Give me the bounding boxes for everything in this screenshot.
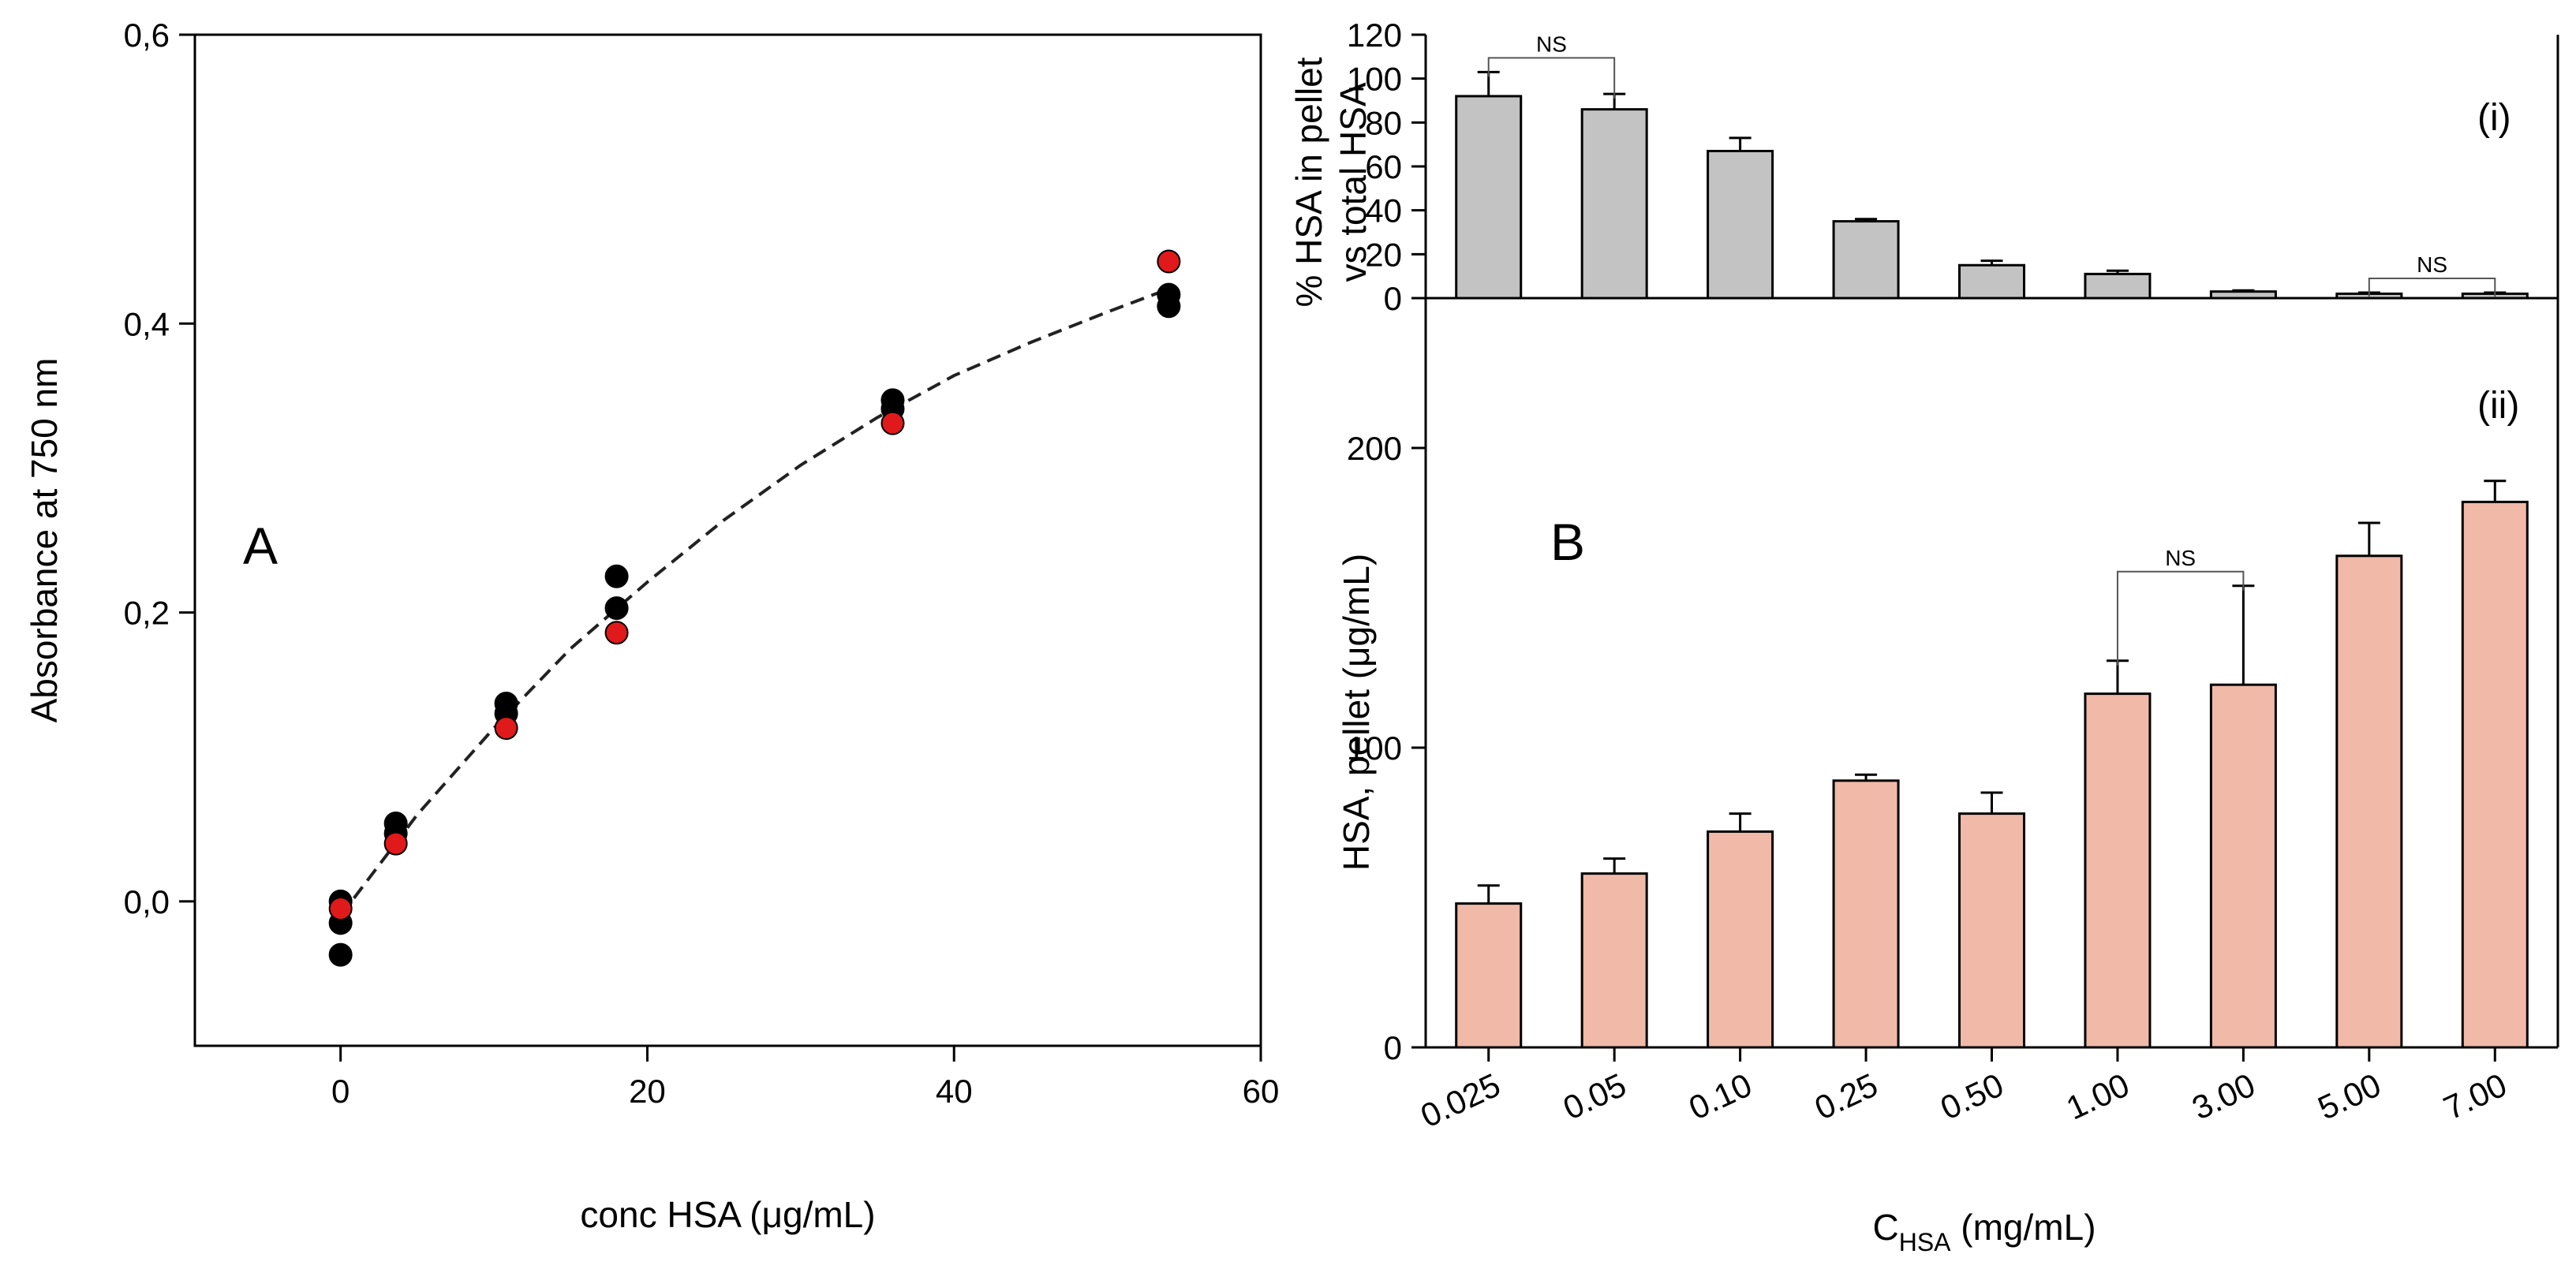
b-ii-ns-label: NS <box>2165 546 2196 570</box>
b-i-ns-bracket <box>2368 278 2496 298</box>
b-i-y-axis-label-line: vs total HSA <box>1333 82 1374 282</box>
panel-a-scatter: 0 20 40 60 0,0 0,2 0,4 0,6 conc HSA (μg/mL) Absor… <box>24 17 1279 1235</box>
panel-tag-i: (i) <box>2477 97 2511 139</box>
b-ii-bar <box>1455 902 1523 1049</box>
b-ii-x-tick-label: 3.00 <box>2186 1066 2260 1127</box>
b-i-bar <box>1707 150 1774 300</box>
b-ii-ns-bracket <box>2116 570 2245 666</box>
b-ii-bar <box>1958 812 2025 1049</box>
b-ii-bar <box>1832 779 1900 1049</box>
b-ii-bar <box>2209 683 2277 1049</box>
b-i-y-axis-label-line: % HSA in pellet <box>1288 57 1329 307</box>
x-label-unit: (mg/mL) <box>1951 1207 2096 1248</box>
data-point-red <box>1157 249 1181 274</box>
x-tick-label: 40 <box>936 1073 973 1110</box>
y-axis-label: Absorbance at 750 nm <box>24 358 65 723</box>
x-label-subscript: HSA <box>1899 1228 1951 1256</box>
panel-label-b: B <box>1550 513 1585 571</box>
b-ii-x-tick-label: 0.25 <box>1809 1066 1883 1127</box>
b-ii-y-axis-label: HSA, pellet (μg/mL) <box>1336 554 1377 871</box>
b-i-bar <box>1580 108 1648 300</box>
data-point-black <box>604 564 629 588</box>
b-ii-bar <box>1580 872 1648 1049</box>
x-label-main: C <box>1872 1207 1898 1248</box>
b-ii-y-tick-label: 100 <box>1347 730 1402 767</box>
b-i-bar <box>2209 290 2277 300</box>
b-ii-y-tick-label: 200 <box>1347 430 1402 467</box>
y-tick-label: 0,2 <box>124 595 170 632</box>
b-ii-x-tick-label: 5.00 <box>2312 1066 2387 1127</box>
b-i-y-tick-label: 20 <box>1365 236 1402 273</box>
b-i-bar <box>1455 95 1523 300</box>
b-i-bar <box>1958 263 2025 300</box>
data-point-black <box>328 942 353 967</box>
b-i-y-tick-label: 120 <box>1347 17 1402 54</box>
b-i-y-tick-label: 0 <box>1384 280 1402 317</box>
x-axis-label: conc HSA (μg/mL) <box>580 1194 875 1235</box>
b-i-ns-label: NS <box>1536 32 1567 56</box>
data-point-red <box>604 621 629 645</box>
y-tick-label: 0,0 <box>124 883 170 920</box>
x-tick-label: 20 <box>629 1073 666 1110</box>
b-ii-x-tick-label: 1.00 <box>2061 1066 2135 1127</box>
x-tick-label: 60 <box>1243 1073 1280 1110</box>
y-tick-label: 0,6 <box>124 17 170 54</box>
b-ii-x-axis-label: CHSA (mg/mL) <box>1872 1207 2096 1256</box>
plot-frame-a <box>193 33 1262 1047</box>
b-i-y-tick-label: 100 <box>1347 61 1402 98</box>
data-point-red <box>328 897 353 921</box>
b-i-y-tick-label: 40 <box>1365 192 1402 230</box>
panel-b-i-bar-chart: 0 20 40 60 80 100 120 NS NS (i) % HSA in pelletvs … <box>1288 17 2559 317</box>
b-ii-x-tick-label: 0.10 <box>1683 1066 1757 1127</box>
data-point-red <box>880 411 905 435</box>
data-point-black <box>604 596 629 621</box>
b-i-bar <box>1832 220 1900 300</box>
b-ii-x-tick-label: 0.05 <box>1557 1066 1632 1127</box>
data-point-black <box>1157 294 1181 319</box>
b-i-ns-label: NS <box>2417 252 2447 277</box>
b-i-ns-bracket <box>1487 57 1616 99</box>
y-tick-label: 0,4 <box>124 305 170 342</box>
b-ii-bar <box>2084 692 2152 1049</box>
b-i-y-axis-label: % HSA in pelletvs total HSA <box>1288 57 1374 307</box>
b-i-y-tick-label: 80 <box>1365 104 1402 141</box>
data-point-red <box>494 716 518 741</box>
fit-curve <box>339 287 1170 917</box>
b-ii-bar <box>1707 830 1774 1049</box>
b-ii-y-tick-label: 0 <box>1384 1029 1402 1066</box>
panel-b-ii-bar-chart: 0 100 200 NS 0.025 0.05 0.10 0.25 0.50 1.00 3.00 5.… <box>1336 298 2559 1256</box>
b-i-y-tick-label: 60 <box>1365 148 1402 185</box>
b-ii-x-tick-label: 7.00 <box>2438 1066 2512 1127</box>
b-ii-x-tick-label: 0.50 <box>1935 1066 2009 1127</box>
x-tick-label: 0 <box>331 1073 350 1110</box>
data-point-red <box>383 831 408 856</box>
b-i-bar <box>2084 272 2152 300</box>
panel-tag-ii: (ii) <box>2477 385 2519 427</box>
panel-label-a: A <box>243 517 278 575</box>
b-ii-x-tick-label: 0.025 <box>1415 1066 1505 1135</box>
b-ii-bar <box>2335 554 2403 1049</box>
b-ii-bar <box>2461 500 2529 1049</box>
